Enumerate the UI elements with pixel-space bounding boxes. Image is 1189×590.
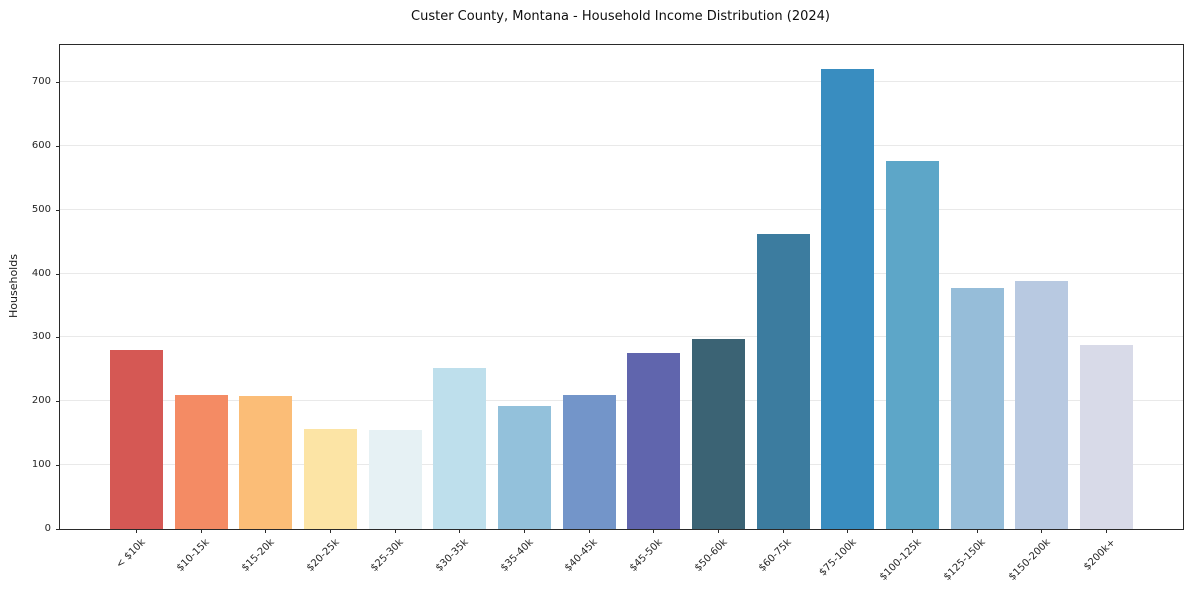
y-tick-label: 0: [44, 523, 51, 534]
bar--100-125k: [886, 161, 939, 529]
bar--40-45k: [562, 394, 616, 529]
x-tick-mark: [588, 529, 590, 533]
x-tick-mark: [1041, 529, 1043, 533]
x-tick-mark: [847, 529, 849, 533]
bar--200k-: [1080, 345, 1133, 529]
x-tick-mark: [265, 529, 267, 533]
x-tick-mark: [1106, 529, 1107, 533]
y-tick-label: 400: [31, 267, 51, 279]
gridline-300: [60, 336, 1183, 338]
x-tick-mark: [136, 529, 137, 533]
x-tick-mark: [976, 529, 978, 533]
bar--150-200k: [1015, 280, 1069, 529]
y-tick-label: 100: [31, 459, 51, 471]
bar--30-35k: [433, 368, 487, 529]
bar--10k: [110, 350, 163, 529]
bar--15-20k: [239, 396, 293, 529]
x-tick-mark: [782, 529, 784, 533]
y-tick-mark: [56, 145, 60, 147]
y-tick-label: 300: [31, 331, 51, 343]
gridline-700: [60, 81, 1183, 83]
chart-title: Custer County, Montana - Household Incom…: [411, 9, 830, 24]
gridline-600: [60, 144, 1183, 146]
x-tick-mark: [653, 529, 655, 533]
y-tick-mark: [56, 273, 60, 275]
x-tick-mark: [200, 529, 202, 533]
y-tick-mark: [56, 465, 60, 467]
bar--50-60k: [692, 339, 745, 529]
x-tick-mark: [912, 529, 913, 533]
gridline-200: [60, 400, 1183, 402]
y-tick-mark: [56, 401, 60, 403]
gridline-500: [60, 208, 1183, 210]
x-tick-mark: [718, 529, 719, 533]
bar--10-15k: [174, 394, 228, 529]
bar--45-50k: [627, 353, 681, 529]
y-tick-mark: [56, 337, 60, 339]
bar--20-25k: [304, 428, 357, 529]
bar--35-40k: [498, 406, 551, 529]
y-tick-mark: [56, 209, 60, 211]
x-tick-label: < $10k: [113, 537, 148, 571]
bar--25-30k: [368, 430, 422, 529]
x-tick-mark: [394, 529, 396, 533]
y-tick-mark: [56, 529, 60, 530]
gridline-400: [60, 272, 1183, 274]
plot-area: 0 100 200 300 400 500 600 700 < $10k $10-15k $15-2…: [32, 44, 1184, 583]
y-tick-label: 700: [31, 76, 51, 88]
gridline-100: [60, 464, 1183, 466]
y-axis-label: Households: [7, 254, 20, 318]
x-tick-mark: [330, 529, 331, 533]
y-tick-label: 600: [31, 139, 51, 151]
x-tick-mark: [459, 529, 461, 533]
bar--60-75k: [756, 234, 810, 529]
bar--125-150k: [950, 287, 1004, 529]
bar--75-100k: [821, 69, 875, 529]
y-tick-label: 200: [31, 395, 51, 407]
y-tick-mark: [56, 82, 60, 84]
y-tick-label: 500: [31, 203, 51, 215]
x-tick-mark: [524, 529, 525, 533]
